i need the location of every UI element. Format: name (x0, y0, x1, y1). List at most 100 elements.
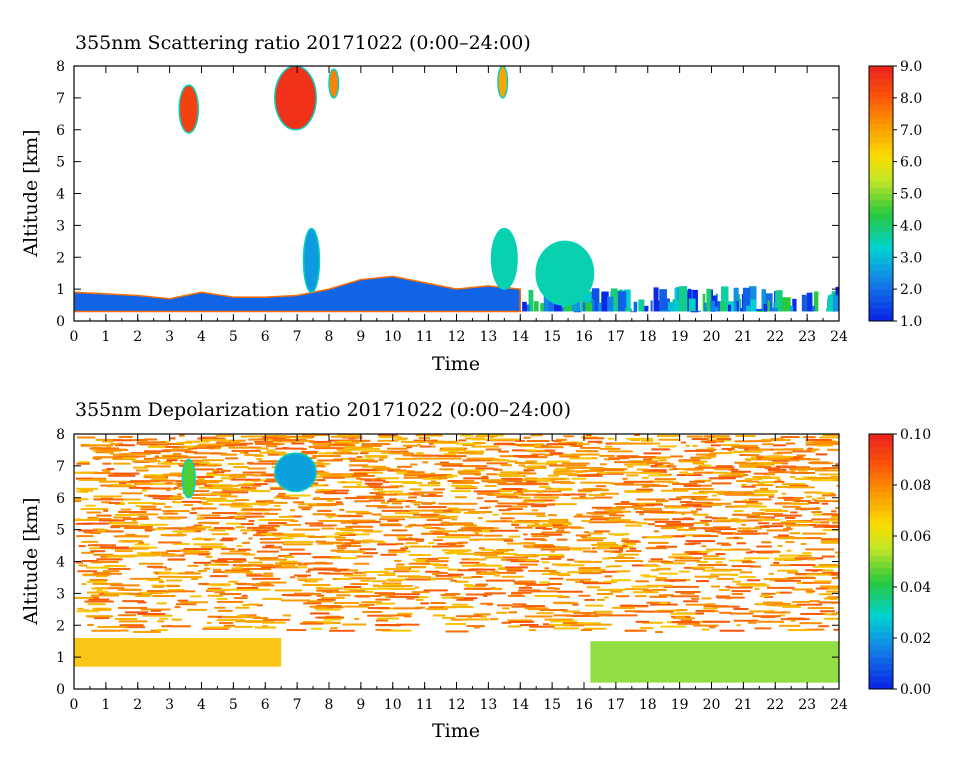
colorbar-label: 1.0 (900, 314, 922, 330)
x-tick-label: 12 (448, 697, 466, 713)
colorbar-segment (869, 244, 893, 252)
low-layer (590, 641, 839, 683)
colorbar-segment (869, 97, 893, 105)
y-tick-label: 0 (56, 314, 65, 330)
colorbar-segment (869, 523, 893, 531)
colorbar-segment (869, 219, 893, 226)
boundary-layer (74, 275, 521, 313)
colorbar-segment (869, 465, 893, 473)
colorbar-segment (869, 187, 893, 194)
x-tick-label: 22 (766, 697, 784, 713)
x-tick-label: 17 (607, 697, 625, 713)
chart-title: 355nm Depolarization ratio 20171022 (0:0… (75, 399, 571, 421)
cloud (497, 66, 509, 99)
colorbar-segment (869, 180, 893, 188)
colorbar-segment (869, 193, 893, 201)
axes: 0 1 2 3 4 5 6 7 8 9 10 11 12 13 14 15 16 17 18 19 20 21 22 23 24… (56, 427, 848, 713)
y-tick-label: 8 (56, 427, 65, 443)
colorbar-label: 4.0 (900, 218, 922, 234)
x-tick-label: 12 (448, 329, 466, 345)
cloud (535, 240, 595, 306)
colorbar-segment (869, 580, 893, 588)
colorbar-segment (869, 618, 893, 626)
cloud (178, 84, 200, 134)
x-tick-label: 8 (325, 697, 334, 713)
colorbar-segment (869, 174, 893, 182)
colorbar-segment (869, 270, 893, 277)
colorbar-segment (869, 669, 893, 677)
x-tick-label: 7 (293, 329, 302, 345)
colorbar-segment (869, 504, 893, 511)
x-tick-label: 13 (479, 697, 497, 713)
x-tick-label: 11 (416, 329, 434, 345)
x-tick-label: 13 (479, 329, 497, 345)
colorbar-label: 0.04 (900, 580, 931, 596)
colorbar-segment (869, 650, 893, 658)
colorbar-label: 0.08 (900, 478, 931, 494)
colorbar-segment (869, 497, 893, 505)
x-tick-label: 17 (607, 329, 625, 345)
x-tick-label: 14 (511, 697, 529, 713)
y-axis-label: Altitude [km] (20, 129, 42, 257)
y-tick-label: 5 (56, 155, 65, 171)
colorbar-segment (869, 129, 893, 137)
x-tick-label: 7 (293, 697, 302, 713)
colorbar-segment (869, 478, 893, 486)
colorbar-segment (869, 238, 893, 245)
noise-field (74, 434, 839, 634)
colorbar-segment (869, 485, 893, 492)
aerosol-layer (74, 638, 282, 667)
colorbar-segment (869, 516, 893, 524)
colorbar-label: 0.00 (900, 682, 931, 698)
broken-clouds (522, 286, 839, 313)
colorbar-segment (869, 587, 893, 594)
x-tick-label: 3 (165, 329, 174, 345)
colorbar-segment (869, 250, 893, 258)
colorbar-segment (869, 168, 893, 175)
colorbar-segment (869, 314, 893, 322)
colorbar-segment (869, 78, 893, 86)
colorbar-segment (869, 536, 893, 543)
x-tick-label: 8 (325, 329, 334, 345)
colorbar-frame (868, 433, 894, 690)
x-tick-label: 1 (101, 329, 110, 345)
y-tick-label: 6 (56, 491, 65, 507)
colorbar-segment (869, 453, 893, 460)
colorbar-label: 6.0 (900, 155, 922, 171)
colorbar-segment (869, 91, 893, 99)
x-tick-label: 21 (734, 329, 752, 345)
x-tick-label: 2 (133, 329, 142, 345)
colorbar-label: 2.0 (900, 282, 922, 298)
colorbar-segment (869, 434, 893, 441)
x-tick-label: 11 (416, 697, 434, 713)
colorbar-segment (869, 663, 893, 671)
colorbar-segment (869, 548, 893, 556)
x-tick-label: 0 (70, 697, 79, 713)
y-tick-label: 4 (56, 187, 65, 203)
x-tick-label: 0 (70, 329, 79, 345)
x-tick-label: 5 (229, 329, 238, 345)
x-tick-label: 15 (543, 697, 561, 713)
colorbar-segment (869, 510, 893, 518)
colorbar-segment (869, 199, 893, 207)
colorbar-segment (869, 263, 893, 271)
x-tick-label: 22 (766, 329, 784, 345)
colorbar-segment (869, 612, 893, 620)
colorbar-segment (869, 440, 893, 448)
x-tick-label: 6 (261, 329, 270, 345)
colorbar-segment (869, 472, 893, 480)
colorbar-segment (869, 85, 893, 92)
y-tick-label: 0 (56, 682, 65, 698)
colorbar-segment (869, 206, 893, 214)
colorbar-segment (869, 491, 893, 499)
colorbar-segment (869, 301, 893, 309)
y-tick-label: 2 (56, 618, 65, 634)
colorbar-segment (869, 276, 893, 284)
y-tick-label: 2 (56, 250, 65, 266)
x-tick-label: 4 (197, 329, 206, 345)
colorbar-segment (869, 682, 893, 690)
colorbar-segment (869, 542, 893, 550)
x-tick-label: 18 (639, 697, 657, 713)
colorbar-label: 5.0 (900, 187, 922, 203)
